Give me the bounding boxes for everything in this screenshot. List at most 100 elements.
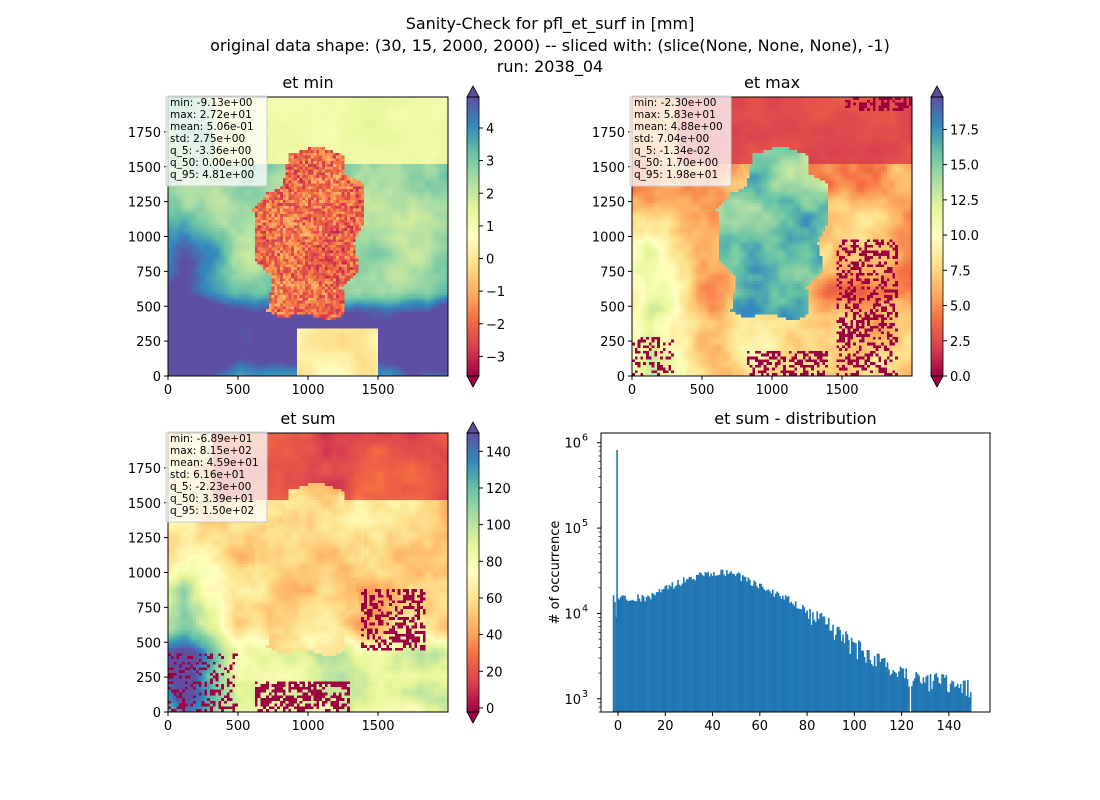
title-line-3: run: 2038_04 bbox=[497, 57, 603, 77]
histogram-bar bbox=[781, 595, 784, 712]
histogram-bar bbox=[754, 581, 757, 712]
histogram-bar bbox=[661, 589, 664, 712]
histogram-bar bbox=[872, 666, 874, 712]
colorbar-tick-label: 120 bbox=[486, 482, 511, 497]
histogram-bar bbox=[639, 601, 642, 712]
histogram-bar bbox=[837, 626, 840, 712]
histogram-bar bbox=[869, 660, 872, 712]
histogram-bar bbox=[853, 642, 856, 712]
histogram-bar bbox=[744, 577, 747, 712]
histogram-bar bbox=[668, 585, 671, 712]
y-tick-label: 1250 bbox=[128, 196, 161, 211]
histogram-bar bbox=[753, 580, 755, 712]
x-tick-label: 1000 bbox=[755, 383, 788, 398]
colorbar-tick-label: −1 bbox=[486, 285, 505, 300]
histogram-bar bbox=[677, 580, 679, 712]
y-tick-label: 750 bbox=[136, 265, 161, 280]
x-tick-label: 20 bbox=[657, 719, 674, 734]
colorbar-extend-top bbox=[466, 421, 480, 434]
histogram-bar bbox=[697, 575, 700, 712]
histogram-bar bbox=[779, 595, 781, 712]
stats-line: min: -2.30e+00 bbox=[634, 97, 716, 109]
colorbar-tick-label: 140 bbox=[486, 445, 511, 460]
histogram-bar bbox=[836, 627, 839, 712]
colorbar-extend-top bbox=[466, 85, 480, 98]
y-tick-label: 250 bbox=[136, 671, 161, 686]
y-tick-label: 1750 bbox=[592, 126, 625, 141]
histogram-bar bbox=[681, 583, 684, 712]
et-max-panel: et max 0 500 1000 1500 0 250 500 750 1000 1250 1500… bbox=[592, 73, 979, 398]
histogram-bar bbox=[644, 601, 646, 712]
histogram-bar bbox=[941, 674, 943, 712]
histogram-bar bbox=[859, 642, 862, 712]
stats-line: q_50: 1.70e+00 bbox=[634, 157, 718, 169]
stats-box-background bbox=[629, 95, 732, 187]
histogram-bar bbox=[948, 692, 951, 712]
histogram-bar bbox=[814, 622, 817, 712]
y-tick-label-base: 10 bbox=[564, 607, 581, 622]
histogram-bar bbox=[642, 596, 645, 712]
histogram-bar bbox=[891, 673, 893, 712]
histogram-bar bbox=[660, 592, 662, 712]
x-tick-label: 80 bbox=[799, 719, 816, 734]
panel-title: et max bbox=[744, 73, 800, 92]
histogram-bar bbox=[847, 640, 850, 712]
histogram-bar bbox=[717, 575, 720, 712]
colorbar-tick-label: 2 bbox=[486, 187, 494, 202]
histogram-bar bbox=[665, 585, 668, 712]
histogram-bar bbox=[849, 653, 852, 712]
histogram-bar bbox=[876, 653, 879, 712]
histogram-bar bbox=[714, 576, 717, 712]
y-axis-label: # of occurrence bbox=[548, 521, 563, 625]
y-tick-label: 1500 bbox=[128, 161, 161, 176]
stats-line: q_95: 1.98e+01 bbox=[634, 169, 718, 181]
histogram-bar bbox=[855, 643, 857, 712]
x-tick-label: 1500 bbox=[361, 383, 394, 398]
x-tick-label: 0 bbox=[164, 719, 172, 734]
stats-line: mean: 4.59e+01 bbox=[170, 457, 259, 469]
histogram-bar bbox=[651, 593, 654, 712]
histogram-bar bbox=[707, 571, 710, 712]
colorbar-tick-label: 12.5 bbox=[950, 194, 979, 209]
histogram-bar bbox=[968, 697, 971, 712]
histogram-bar bbox=[737, 572, 740, 712]
histogram-bar bbox=[944, 677, 946, 712]
histogram-bar bbox=[695, 574, 698, 712]
histogram-bar bbox=[750, 585, 753, 712]
histogram-bar bbox=[667, 589, 669, 712]
histogram-bar bbox=[790, 601, 793, 712]
y-tick-label: 1250 bbox=[592, 196, 625, 211]
histogram-bar bbox=[842, 634, 844, 712]
histogram-bar bbox=[647, 595, 649, 712]
histogram-bar bbox=[716, 575, 718, 712]
colorbar-tick-label: 17.5 bbox=[950, 123, 979, 138]
histogram-bar bbox=[906, 679, 909, 712]
histogram-bar bbox=[703, 576, 705, 712]
y-tick-label: 1000 bbox=[128, 567, 161, 582]
histogram-bar bbox=[882, 658, 885, 712]
histogram-bar bbox=[710, 573, 712, 712]
histogram-bar bbox=[875, 666, 877, 712]
et-min-panel: et min 0 500 1000 1500 0 250 500 750 1000 1250 1500… bbox=[128, 73, 505, 398]
histogram-bar bbox=[770, 593, 773, 712]
histogram-bar bbox=[731, 573, 734, 712]
histogram-bar bbox=[757, 588, 760, 712]
histogram-bar bbox=[956, 683, 959, 712]
y-tick-label: 1750 bbox=[128, 462, 161, 477]
stats-line: q_95: 1.50e+02 bbox=[170, 505, 254, 517]
y-tick-label: 0 bbox=[153, 370, 161, 385]
histogram-bar bbox=[728, 572, 731, 712]
y-tick-label-base: 10 bbox=[564, 522, 581, 537]
histogram-bar bbox=[632, 600, 635, 712]
histogram-bar bbox=[638, 598, 641, 712]
histogram-bar bbox=[662, 589, 665, 712]
histogram-bar bbox=[863, 656, 866, 712]
histogram-bar bbox=[693, 578, 695, 712]
histogram-bar bbox=[786, 596, 788, 712]
histogram-bar bbox=[654, 595, 656, 712]
histogram-bar bbox=[931, 688, 933, 712]
histogram-bar bbox=[806, 610, 809, 712]
